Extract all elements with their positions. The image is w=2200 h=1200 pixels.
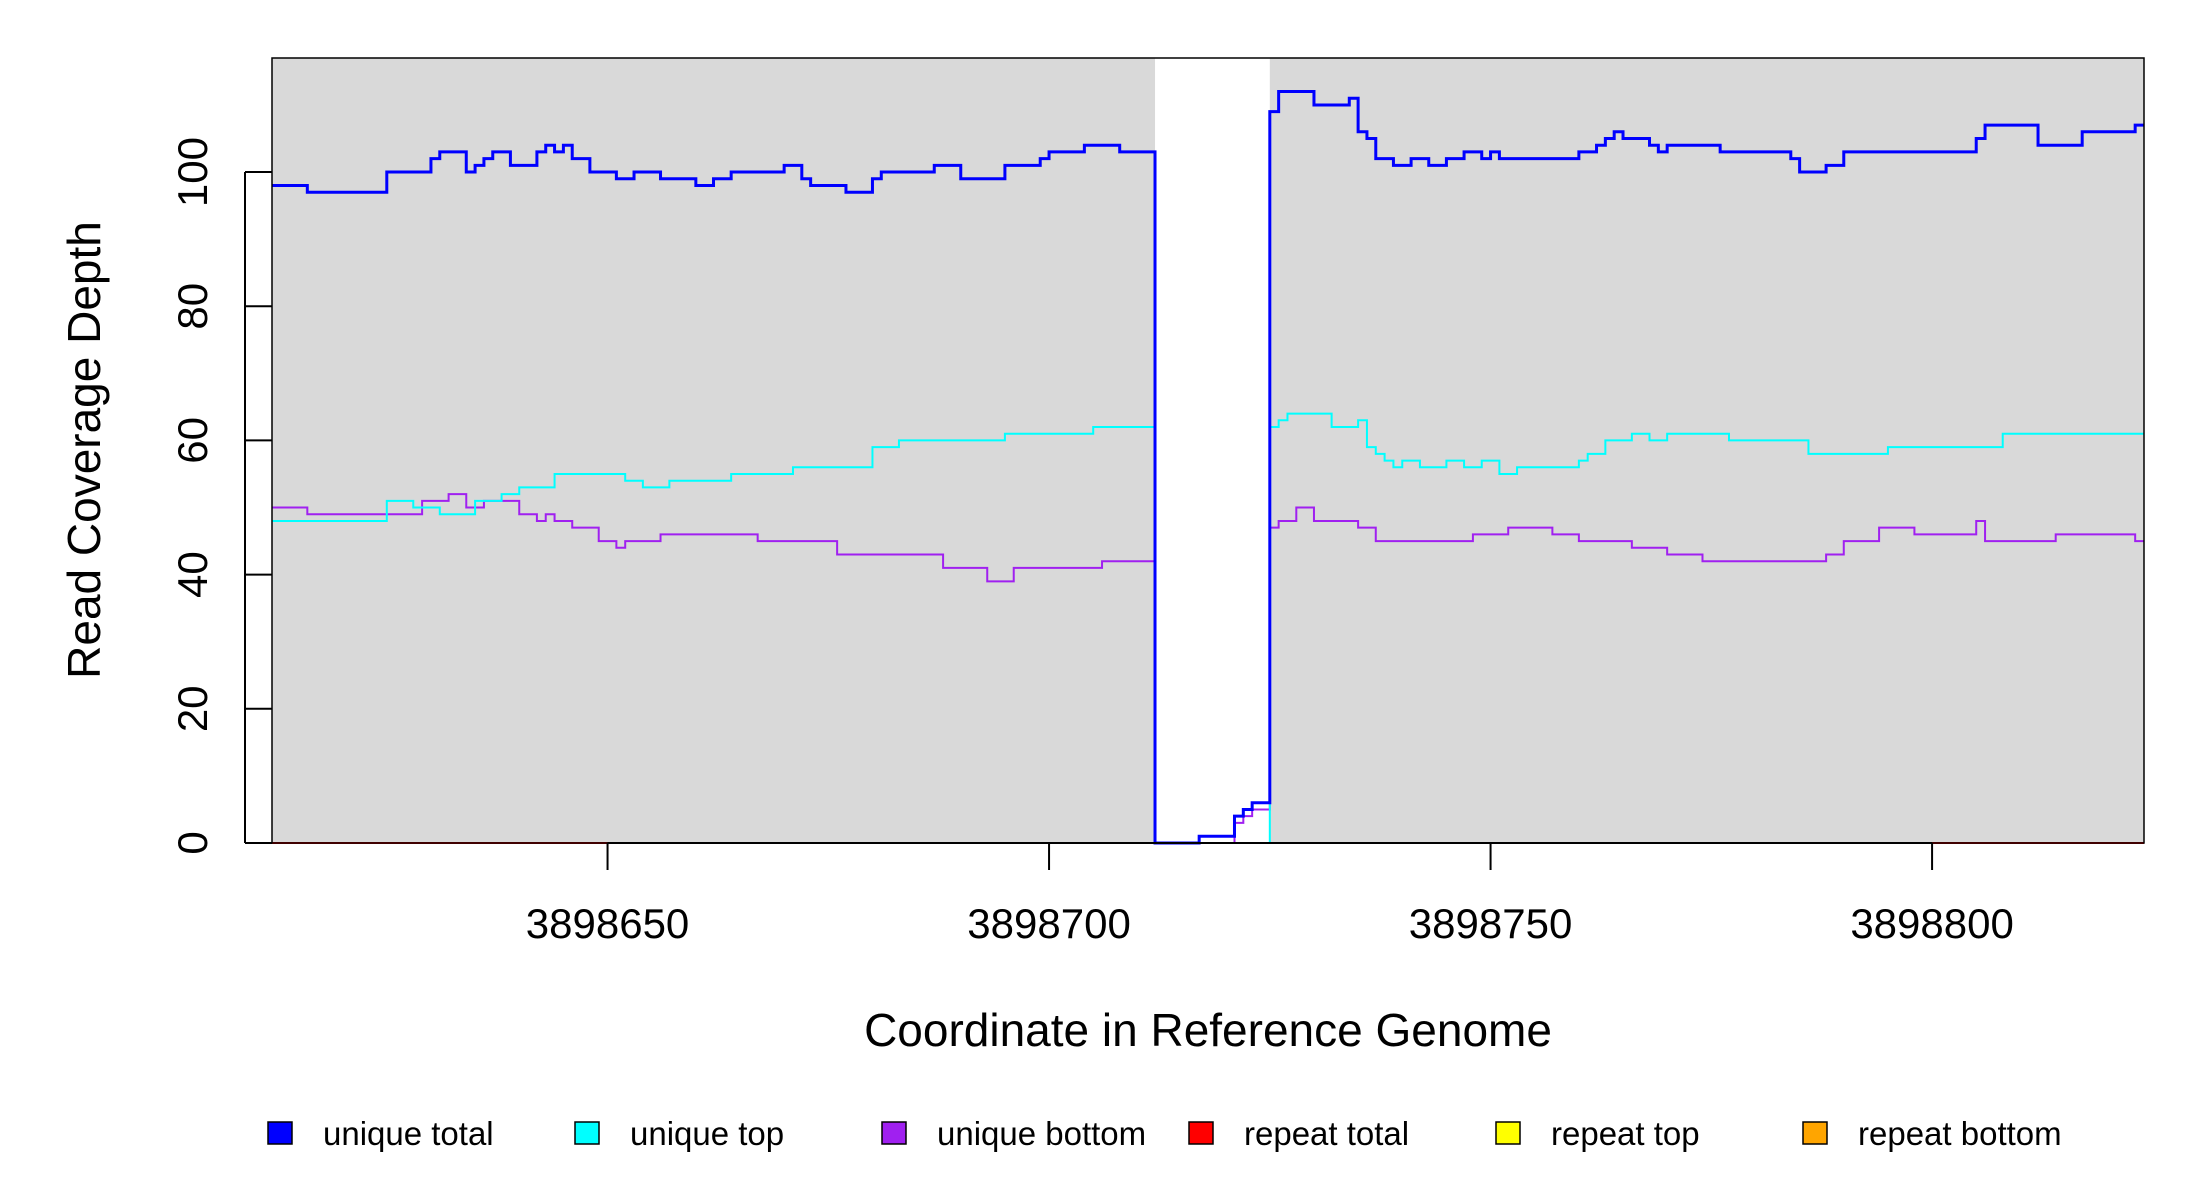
- legend-item: unique top: [574, 1115, 784, 1152]
- legend-label: repeat total: [1244, 1115, 1409, 1152]
- series-line-unique-total: [272, 90, 2144, 845]
- legend-label: repeat top: [1551, 1115, 1700, 1152]
- legend-swatch: [1802, 1121, 1828, 1145]
- highlight-region: [1155, 58, 1270, 843]
- legend-label: unique bottom: [937, 1115, 1146, 1152]
- y-tick-label: 80: [169, 283, 216, 330]
- legend-label: repeat bottom: [1858, 1115, 2062, 1152]
- y-axis-title: Read Coverage Depth: [58, 221, 110, 679]
- x-tick-label: 3898650: [526, 900, 690, 947]
- y-tick-label: 40: [169, 551, 216, 598]
- legend-item: unique total: [267, 1115, 494, 1152]
- legend-item: unique bottom: [881, 1115, 1146, 1152]
- legend-swatch: [574, 1121, 600, 1145]
- y-tick-label: 100: [169, 137, 216, 207]
- legend-swatch: [881, 1121, 907, 1145]
- legend-item: repeat top: [1495, 1115, 1700, 1152]
- legend-label: unique top: [630, 1115, 784, 1152]
- y-tick-label: 60: [169, 417, 216, 464]
- legend-item: repeat bottom: [1802, 1115, 2062, 1152]
- x-axis-title: Coordinate in Reference Genome: [864, 1004, 1552, 1056]
- y-tick-label: 20: [169, 685, 216, 732]
- x-tick-label: 3898700: [967, 900, 1131, 947]
- y-ticks: 0 20 40 60 80 100: [169, 137, 272, 855]
- legend-swatch: [1188, 1121, 1214, 1145]
- legend: unique total unique top unique bottom repea…: [267, 1115, 2062, 1152]
- legend-swatch: [267, 1121, 293, 1145]
- legend-swatch: [1495, 1121, 1521, 1145]
- x-ticks: 3898650 3898700 3898750 3898800: [526, 843, 2014, 947]
- x-tick-label: 3898800: [1850, 900, 2014, 947]
- series-line-unique-bottom: [272, 493, 2144, 844]
- x-tick-label: 3898750: [1409, 900, 1573, 947]
- y-tick-label: 0: [169, 831, 216, 854]
- series-line-unique-top: [272, 412, 2144, 844]
- legend-label: unique total: [323, 1115, 494, 1152]
- legend-item: repeat total: [1188, 1115, 1409, 1152]
